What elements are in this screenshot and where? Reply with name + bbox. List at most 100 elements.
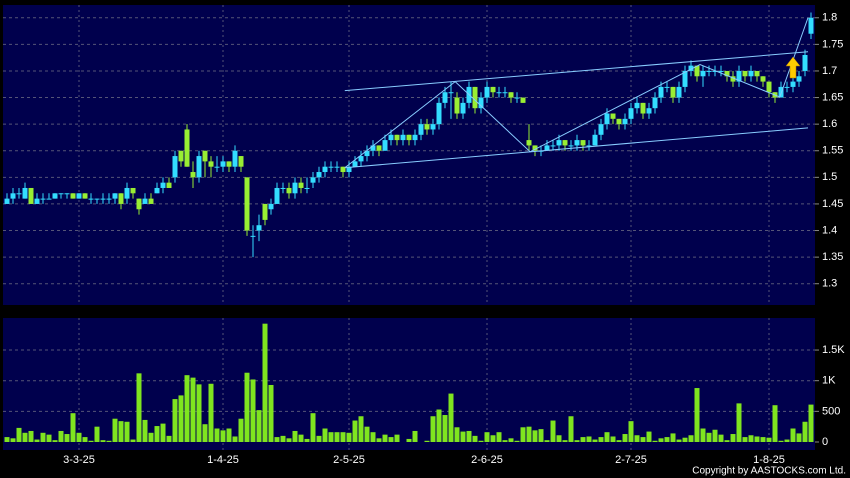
- volume-bar: [178, 395, 184, 442]
- volume-bar: [460, 431, 466, 442]
- candle-body: [64, 193, 70, 195]
- volume-bar: [214, 428, 220, 442]
- volume-bar: [226, 428, 232, 442]
- volume-bar: [442, 415, 448, 442]
- volume-bar: [208, 383, 214, 442]
- volume-bar: [532, 430, 538, 442]
- volume-bar: [538, 429, 544, 442]
- volume-bar: [634, 435, 640, 442]
- volume-bar: [10, 438, 16, 442]
- volume-bar: [760, 437, 766, 442]
- candle-body: [628, 108, 634, 119]
- candle-body: [448, 92, 454, 94]
- volume-bar: [250, 379, 256, 442]
- candle-body: [394, 134, 400, 141]
- candle-body: [784, 86, 790, 88]
- candle-body: [754, 70, 760, 77]
- candle-body: [118, 193, 124, 204]
- candle-body: [196, 156, 202, 178]
- candle-body: [82, 193, 88, 199]
- volume-bar: [646, 431, 652, 442]
- candle-body: [580, 140, 586, 146]
- volume-bar: [706, 432, 712, 442]
- volume-bar: [292, 430, 298, 442]
- plot-layer: 1.3 1.35 1.4 1.45 1.5 1.55 1.6 1.65 1.7 1.75 1.8 0 5…: [3, 5, 845, 466]
- volume-bar: [568, 416, 574, 442]
- candle-body: [676, 86, 682, 98]
- candle-body: [436, 102, 442, 125]
- volume-bar: [316, 435, 322, 442]
- volume-bar: [244, 372, 250, 442]
- candle-body: [22, 187, 28, 199]
- y-tick-label: 1.45: [822, 198, 843, 210]
- candle-body: [664, 86, 670, 88]
- volume-bar: [358, 416, 364, 442]
- candle-body: [646, 108, 652, 114]
- candle-body: [274, 187, 280, 204]
- candle-body: [28, 187, 34, 204]
- volume-bar: [520, 427, 526, 442]
- candle-body: [490, 86, 496, 93]
- volume-bar: [160, 423, 166, 442]
- candle-body: [322, 166, 328, 173]
- candle-body: [340, 166, 346, 173]
- candle-body: [220, 161, 226, 167]
- candle-body: [142, 198, 148, 204]
- candle-body: [658, 86, 664, 98]
- candle-body: [634, 102, 640, 109]
- candle-body: [610, 113, 616, 119]
- volume-bar: [286, 438, 292, 442]
- candle-body: [4, 198, 10, 204]
- candle-body: [58, 193, 64, 195]
- volume-bar: [112, 418, 118, 442]
- volume-bar: [274, 437, 280, 442]
- y-tick-label: 1.7: [822, 65, 837, 77]
- y-tick-label: 1.8: [822, 12, 837, 24]
- candle-body: [370, 145, 376, 151]
- volume-bar: [346, 432, 352, 442]
- volume-bar: [406, 438, 412, 442]
- volume-bar: [676, 439, 682, 442]
- candle-body: [112, 193, 118, 199]
- volume-bar: [736, 403, 742, 442]
- volume-bar: [184, 375, 190, 442]
- candle-body: [178, 150, 184, 162]
- candle-body: [586, 145, 592, 147]
- volume-bar: [412, 430, 418, 442]
- y-tick-label: 1.6: [822, 118, 837, 130]
- candle-body: [496, 92, 502, 94]
- candle-body: [286, 187, 292, 194]
- x-tick-label: 3-3-25: [63, 454, 95, 466]
- signal-arrow: [785, 56, 801, 79]
- candle-body: [214, 166, 220, 168]
- volume-tick-label: 1K: [822, 375, 836, 387]
- y-tick-label: 1.55: [822, 145, 843, 157]
- candle-body: [262, 203, 268, 220]
- candle-body: [562, 140, 568, 146]
- volume-bar: [34, 439, 40, 442]
- candle-body: [796, 76, 802, 82]
- candle-body: [478, 97, 484, 109]
- volume-bar: [340, 432, 346, 442]
- volume-bar: [544, 440, 550, 442]
- volume-bar: [472, 435, 478, 442]
- candle-body: [256, 225, 262, 231]
- candle-body: [736, 70, 742, 82]
- volume-bar: [124, 421, 130, 442]
- candle-body: [52, 193, 58, 199]
- candle-body: [604, 113, 610, 125]
- y-tick-label: 1.4: [822, 224, 837, 236]
- volume-bar: [106, 440, 112, 442]
- volume-bar: [370, 432, 376, 442]
- candle-body: [346, 166, 352, 173]
- volume-bar: [586, 436, 592, 442]
- volume-bar: [484, 432, 490, 442]
- volume-bar: [190, 377, 196, 442]
- candle-body: [298, 182, 304, 188]
- volume-bar: [496, 432, 502, 442]
- candle-body: [148, 198, 154, 204]
- candle-body: [244, 177, 250, 231]
- candle-body: [46, 198, 52, 200]
- candle-body: [334, 166, 340, 168]
